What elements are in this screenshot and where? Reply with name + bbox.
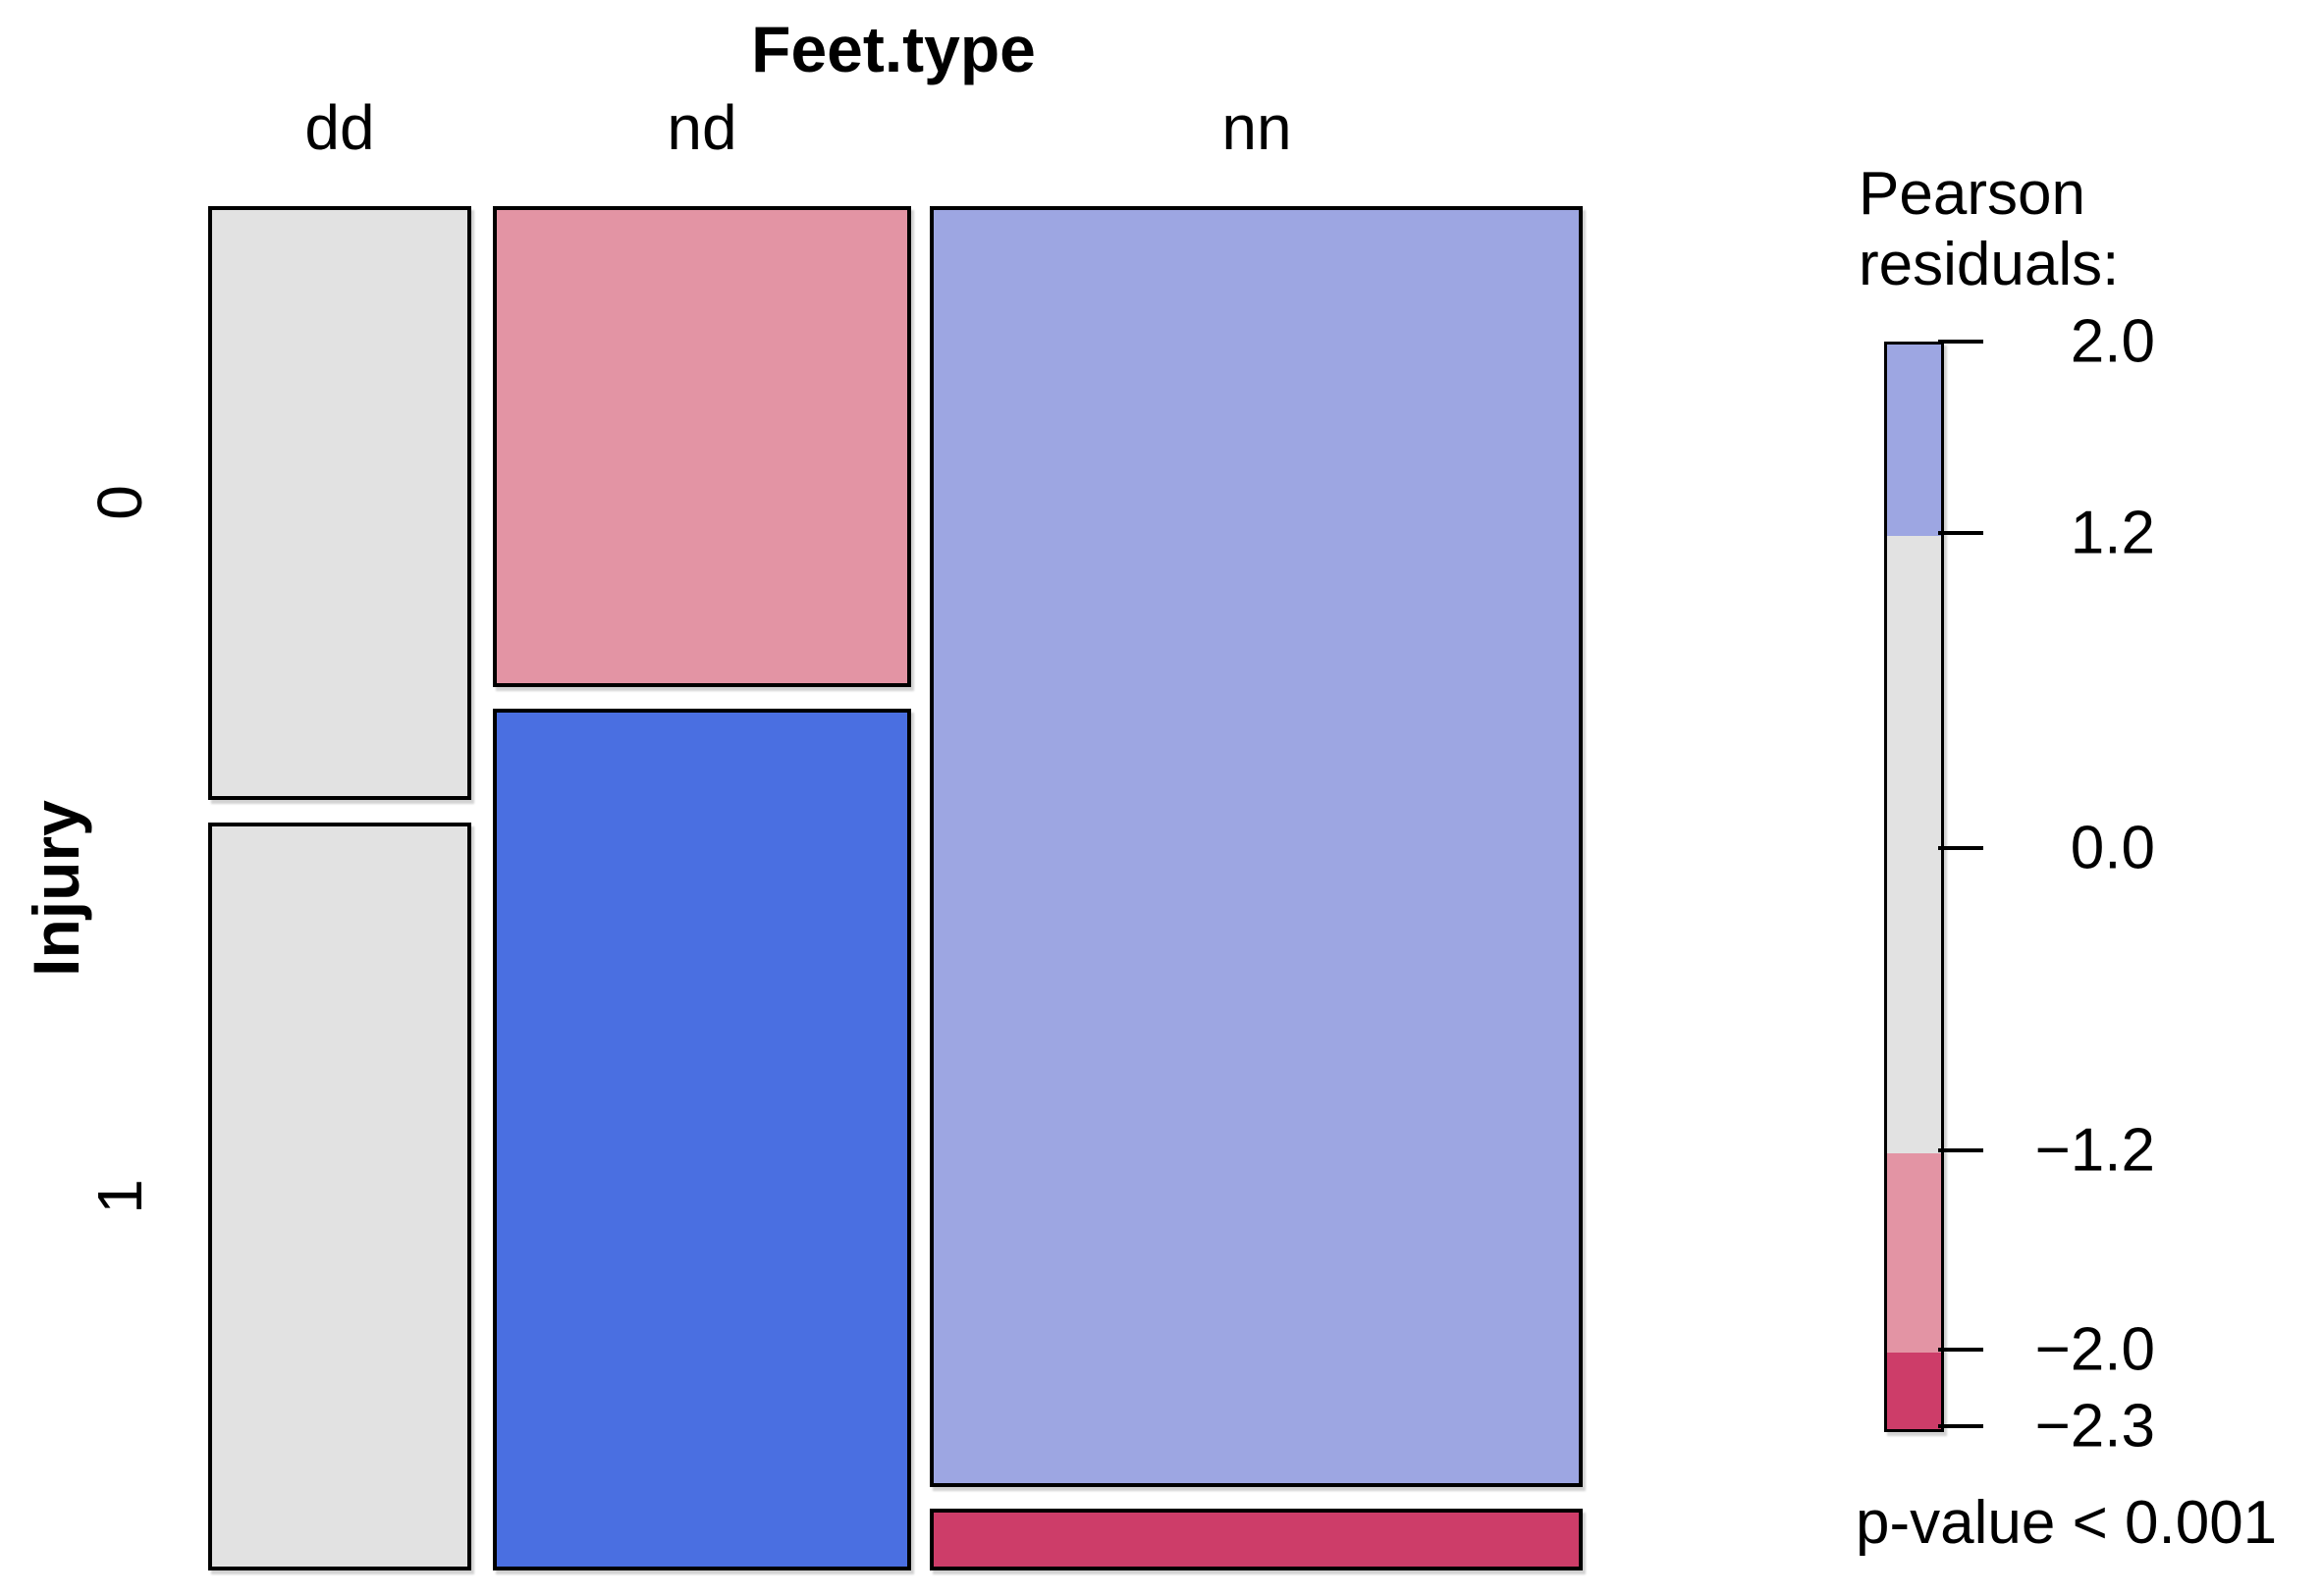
legend-pvalue: p-value < 0.001: [1856, 1489, 2278, 1557]
mosaic-tile-nd-0: [493, 206, 911, 687]
y-axis-title: Injury: [20, 800, 92, 977]
legend-tick-−2.0: [1938, 1348, 1983, 1352]
legend-tick-label-2.0: 2.0: [2070, 307, 2155, 376]
column-label-nn: nn: [1221, 92, 1292, 163]
legend-tick-−1.2: [1938, 1148, 1983, 1152]
legend-segment-negative_light: [1887, 1153, 1941, 1353]
legend-tick-label-−2.0: −2.0: [2034, 1315, 2155, 1384]
mosaic-tile-dd-0: [208, 206, 471, 800]
legend-tick-1.2: [1938, 531, 1983, 535]
legend-tick-−2.3: [1938, 1424, 1983, 1428]
legend-tick-0.0: [1938, 846, 1983, 850]
legend-segment-negative_strong: [1887, 1353, 1941, 1429]
row-label-1: 1: [84, 1179, 155, 1214]
mosaic-tile-nn-0: [930, 206, 1583, 1487]
mosaic-tile-dd-1: [208, 823, 471, 1570]
mosaic-tile-nn-1: [930, 1509, 1583, 1570]
mosaic-tile-nd-1: [493, 709, 911, 1570]
legend-tick-label-0.0: 0.0: [2070, 814, 2155, 882]
column-label-nd: nd: [667, 92, 737, 163]
legend-title-line1: Pearson: [1859, 160, 2085, 228]
legend-tick-label-1.2: 1.2: [2070, 499, 2155, 567]
legend-tick-2.0: [1938, 340, 1983, 344]
legend-title-line2: residuals:: [1859, 230, 2120, 298]
column-label-dd: dd: [304, 92, 375, 163]
legend-tick-label-−1.2: −1.2: [2034, 1116, 2155, 1185]
legend-colorbar: [1884, 342, 1944, 1432]
x-axis-title: Feet.type: [751, 13, 1036, 85]
row-label-0: 0: [84, 485, 155, 520]
legend-segment-neutral: [1887, 536, 1941, 1153]
legend-title: Pearson residuals:: [1859, 159, 2119, 300]
legend-tick-label-−2.3: −2.3: [2034, 1392, 2155, 1461]
legend-segment-positive_light: [1887, 345, 1941, 536]
